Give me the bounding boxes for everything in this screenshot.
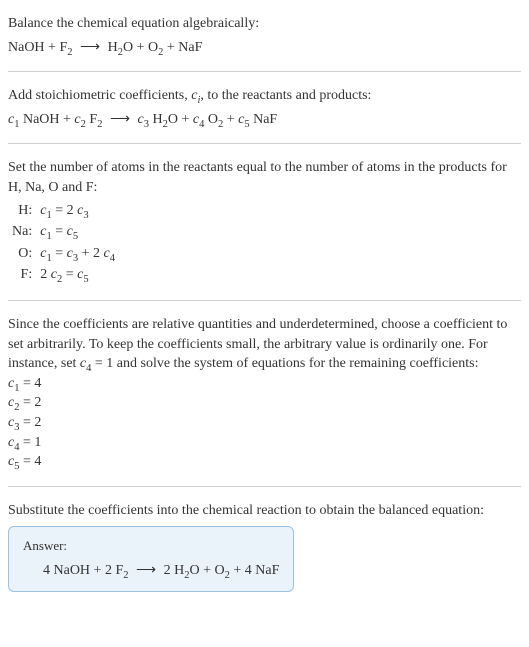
table-row: O: c1 = c3 + 2 c4 bbox=[8, 243, 119, 265]
eq-term: NaF bbox=[178, 40, 202, 55]
divider bbox=[8, 143, 521, 144]
text: , to the reactants and products: bbox=[200, 88, 371, 103]
atom-label: H: bbox=[8, 200, 36, 222]
eq-term: H bbox=[149, 112, 163, 127]
eq-term: O bbox=[123, 40, 133, 55]
list-item: c2 = 2 bbox=[8, 393, 521, 413]
stoich-text: Add stoichiometric coefficients, ci, to … bbox=[8, 86, 521, 106]
choose-text: Since the coefficients are relative quan… bbox=[8, 315, 521, 374]
eq-term: 2 H bbox=[164, 563, 185, 578]
atom-eq: c1 = 2 c3 bbox=[36, 200, 119, 222]
text: = 2 bbox=[52, 203, 77, 218]
eq-plus: + bbox=[167, 40, 175, 55]
atom-eq: c1 = c5 bbox=[36, 221, 119, 243]
table-row: F: 2 c2 = c5 bbox=[8, 264, 119, 286]
eq-plus: + bbox=[63, 112, 71, 127]
text: = 4 bbox=[19, 376, 41, 391]
stoich-section: Add stoichiometric coefficients, ci, to … bbox=[8, 80, 521, 135]
list-item: c4 = 1 bbox=[8, 433, 521, 453]
atom-label: Na: bbox=[8, 221, 36, 243]
text: = 4 bbox=[19, 454, 41, 469]
text: = 1 bbox=[19, 435, 41, 450]
eq-term: NaOH bbox=[8, 40, 45, 55]
substitute-section: Substitute the coefficients into the che… bbox=[8, 495, 521, 598]
eq-term: H bbox=[108, 40, 118, 55]
atom-label: F: bbox=[8, 264, 36, 286]
arrow-icon: ⟶ bbox=[132, 561, 160, 581]
solved-coefficients: c1 = 4 c2 = 2 c3 = 2 c4 = 1 c5 = 4 bbox=[8, 374, 521, 472]
eq-term: O bbox=[168, 112, 178, 127]
divider bbox=[8, 71, 521, 72]
arrow-icon: ⟶ bbox=[106, 110, 134, 130]
atoms-intro: Set the number of atoms in the reactants… bbox=[8, 158, 521, 197]
eq-term: NaF bbox=[250, 112, 278, 127]
text: + 2 bbox=[78, 246, 103, 261]
eq-term: 2 F bbox=[105, 563, 123, 578]
substitute-text: Substitute the coefficients into the che… bbox=[8, 501, 521, 521]
text: = 2 bbox=[19, 415, 41, 430]
table-row: Na: c1 = c5 bbox=[8, 221, 119, 243]
text: = 2 bbox=[19, 395, 41, 410]
eq-sub: 2 bbox=[67, 46, 72, 57]
intro-section: Balance the chemical equation algebraica… bbox=[8, 8, 521, 63]
coef-sub: 4 bbox=[110, 253, 115, 264]
eq-term: NaOH bbox=[19, 112, 59, 127]
eq-term: O bbox=[148, 40, 158, 55]
coef-sub: 5 bbox=[73, 231, 78, 242]
unbalanced-equation: NaOH + F2 ⟶ H2O + O2 + NaF bbox=[8, 38, 521, 58]
text: 2 bbox=[40, 267, 51, 282]
eq-plus: + bbox=[137, 40, 145, 55]
text: Add stoichiometric coefficients, bbox=[8, 88, 191, 103]
eq-term: 4 NaF bbox=[245, 563, 280, 578]
balanced-equation: 4 NaOH + 2 F2 ⟶ 2 H2O + O2 + 4 NaF bbox=[23, 561, 279, 581]
text: = bbox=[52, 246, 67, 261]
eq-sub: 2 bbox=[123, 570, 128, 581]
atom-eq: 2 c2 = c5 bbox=[36, 264, 119, 286]
choose-section: Since the coefficients are relative quan… bbox=[8, 309, 521, 478]
arrow-icon: ⟶ bbox=[76, 38, 104, 58]
eq-plus: + bbox=[227, 112, 235, 127]
list-item: c5 = 4 bbox=[8, 452, 521, 472]
atom-label: O: bbox=[8, 243, 36, 265]
coef-sub: 3 bbox=[83, 209, 88, 220]
eq-plus: + bbox=[200, 563, 215, 578]
answer-box: Answer: 4 NaOH + 2 F2 ⟶ 2 H2O + O2 + 4 N… bbox=[8, 526, 294, 592]
atom-equations-table: H: c1 = 2 c3 Na: c1 = c5 O: c1 = c3 + 2 … bbox=[8, 200, 119, 286]
stoich-equation: c1 NaOH + c2 F2 ⟶ c3 H2O + c4 O2 + c5 Na… bbox=[8, 110, 521, 130]
divider bbox=[8, 486, 521, 487]
eq-term: F bbox=[86, 112, 97, 127]
answer-label: Answer: bbox=[23, 537, 279, 555]
coef-sub: 5 bbox=[83, 274, 88, 285]
list-item: c1 = 4 bbox=[8, 374, 521, 394]
eq-term: O bbox=[214, 563, 224, 578]
intro-text: Balance the chemical equation algebraica… bbox=[8, 14, 521, 34]
text: = bbox=[52, 224, 67, 239]
atoms-section: Set the number of atoms in the reactants… bbox=[8, 152, 521, 292]
eq-term: O bbox=[204, 112, 218, 127]
text: = 1 and solve the system of equations fo… bbox=[91, 356, 478, 371]
eq-plus: + bbox=[230, 563, 245, 578]
eq-plus: + bbox=[90, 563, 105, 578]
eq-plus: + bbox=[181, 112, 189, 127]
divider bbox=[8, 300, 521, 301]
eq-sub: 2 bbox=[158, 46, 163, 57]
table-row: H: c1 = 2 c3 bbox=[8, 200, 119, 222]
eq-sub: 2 bbox=[218, 119, 223, 130]
eq-term: 4 NaOH bbox=[43, 563, 90, 578]
text: = bbox=[62, 267, 77, 282]
eq-term: O bbox=[189, 563, 199, 578]
list-item: c3 = 2 bbox=[8, 413, 521, 433]
eq-plus: + bbox=[48, 40, 56, 55]
eq-sub: 2 bbox=[97, 119, 102, 130]
atom-eq: c1 = c3 + 2 c4 bbox=[36, 243, 119, 265]
